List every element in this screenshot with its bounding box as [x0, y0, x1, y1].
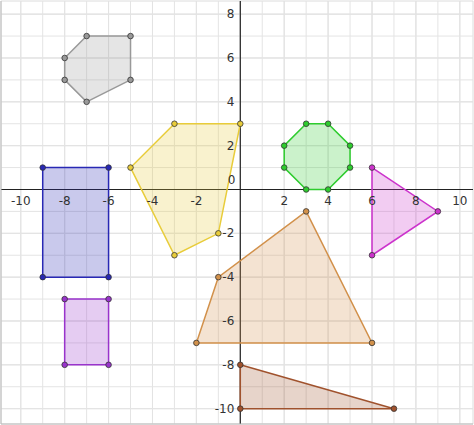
svg-text:-8: -8: [222, 358, 234, 372]
svg-text:6: 6: [368, 194, 376, 208]
svg-text:-4: -4: [146, 194, 158, 208]
svg-text:6: 6: [227, 51, 235, 65]
svg-text:4: 4: [227, 95, 235, 109]
svg-text:4: 4: [324, 194, 332, 208]
svg-text:2: 2: [227, 139, 235, 153]
svg-text:-10: -10: [11, 194, 31, 208]
svg-text:-6: -6: [103, 194, 115, 208]
svg-text:-8: -8: [59, 194, 71, 208]
svg-text:-2: -2: [190, 194, 202, 208]
svg-text:0: 0: [228, 173, 236, 187]
svg-text:-6: -6: [222, 314, 234, 328]
svg-text:-10: -10: [215, 402, 235, 416]
svg-text:8: 8: [412, 194, 420, 208]
svg-text:10: 10: [452, 194, 466, 208]
svg-text:-2: -2: [222, 226, 234, 240]
svg-text:8: 8: [227, 7, 235, 21]
svg-text:2: 2: [280, 194, 288, 208]
svg-text:-4: -4: [222, 270, 234, 284]
